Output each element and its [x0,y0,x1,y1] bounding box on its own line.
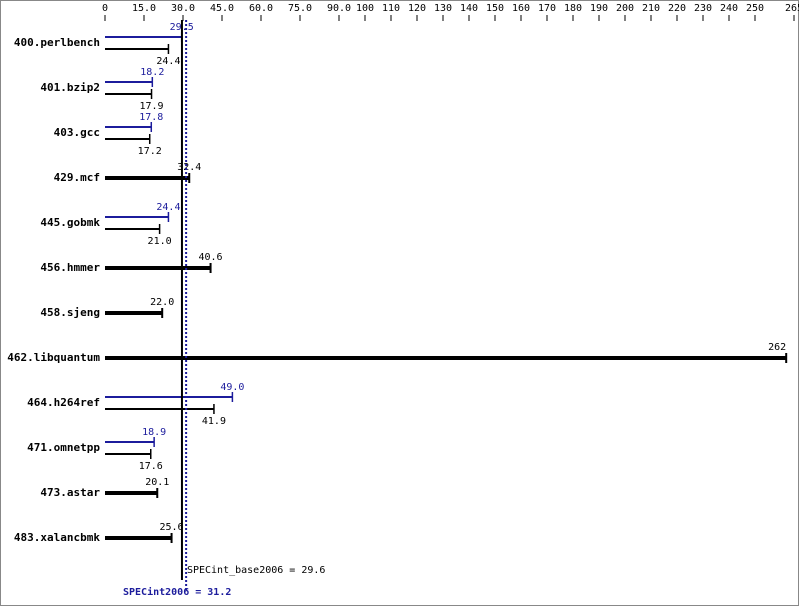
x-tick-label: 100 [356,3,374,14]
bar [105,36,182,38]
x-tick-label: 230 [694,3,712,14]
bar [105,441,155,443]
x-tick-label: 265 [785,3,799,14]
value-label: 17.2 [138,146,162,157]
x-tick-label: 220 [668,3,686,14]
bar [105,356,787,360]
value-label: 32.4 [177,162,201,173]
value-label: 41.9 [202,416,226,427]
bar [105,93,152,95]
x-tick-label: 60.0 [249,3,273,14]
x-tick-label: 180 [564,3,582,14]
bar [105,266,211,270]
bar [105,228,160,230]
x-tick-label: 140 [460,3,478,14]
bar [105,453,151,455]
bar [105,216,169,218]
category-label: 400.perlbench [14,36,100,49]
category-label: 473.astar [40,486,100,499]
bar [105,48,169,50]
x-tick-label: 120 [408,3,426,14]
value-label: 21.0 [148,236,172,247]
bar [105,536,172,540]
bar [105,311,163,315]
x-tick-label: 130 [434,3,452,14]
bar [105,81,153,83]
x-tick-label: 90.0 [327,3,351,14]
value-label: 20.1 [145,477,169,488]
category-label: 445.gobmk [40,216,100,229]
category-label: 403.gcc [54,126,100,139]
x-tick-label: 210 [642,3,660,14]
bar [105,176,190,180]
x-tick-label: 250 [746,3,764,14]
category-label: 456.hmmer [40,261,100,274]
x-tick-label: 15.0 [132,3,156,14]
category-label: 471.omnetpp [27,441,100,454]
bar [105,396,233,398]
category-label: 462.libquantum [7,351,100,364]
category-label: 483.xalancbmk [14,531,100,544]
x-tick-label: 75.0 [288,3,312,14]
x-tick-label: 0 [102,3,108,14]
bar [105,408,214,410]
value-label: 18.2 [140,67,164,78]
x-tick-label: 45.0 [210,3,234,14]
bar [105,491,158,495]
value-label: 25.6 [160,522,184,533]
value-label: 24.4 [156,56,180,67]
x-tick-label: 240 [720,3,738,14]
x-tick-label: 30.0 [171,3,195,14]
value-label: 262 [768,342,786,353]
x-tick-label: 170 [538,3,556,14]
x-tick-label: 200 [616,3,634,14]
x-tick-label: 110 [382,3,400,14]
reference-label: SPECint2006 = 31.2 [123,586,231,598]
value-label: 17.9 [139,101,163,112]
value-label: 24.4 [156,202,180,213]
category-label: 429.mcf [54,171,100,184]
x-tick-label: 190 [590,3,608,14]
category-label: 401.bzip2 [40,81,100,94]
category-label: 464.h264ref [27,396,100,409]
value-label: 17.8 [139,112,163,123]
value-label: 49.0 [220,382,244,393]
x-tick-label: 150 [486,3,504,14]
bar [105,126,152,128]
bar [105,138,150,140]
category-label: 458.sjeng [40,306,100,319]
value-label: 40.6 [199,252,223,263]
x-tick-label: 160 [512,3,530,14]
reference-label: SPECint_base2006 = 29.6 [187,565,325,576]
value-label: 17.6 [139,461,163,472]
value-label: 22.0 [150,297,174,308]
value-label: 18.9 [142,427,166,438]
